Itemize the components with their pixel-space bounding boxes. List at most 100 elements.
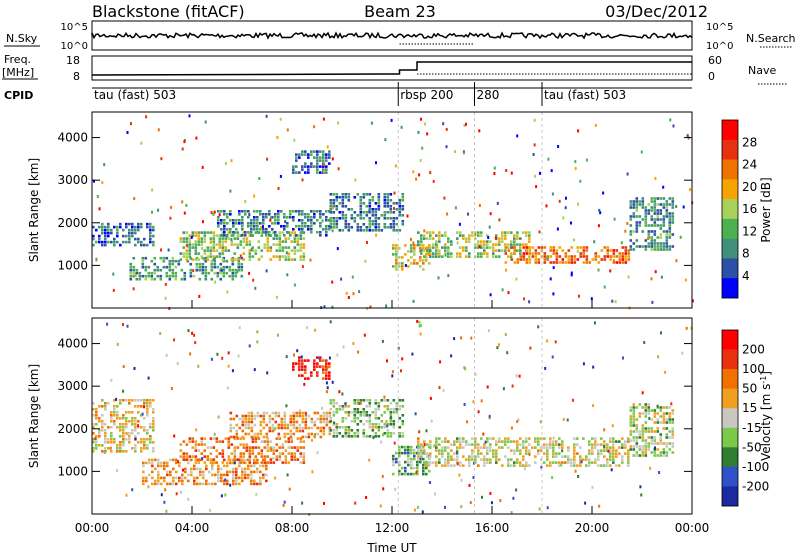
echo-cell [116, 444, 119, 447]
echo-cell [197, 234, 201, 237]
echo-cell [386, 399, 390, 402]
echo-cell [546, 455, 549, 458]
echo-cell [313, 420, 317, 424]
echo-cell [98, 207, 101, 211]
echo-cell [653, 430, 657, 433]
echo-cell [119, 417, 122, 420]
echo-cell [140, 450, 143, 453]
echo-cell [236, 446, 240, 449]
echo-cell [671, 197, 675, 200]
echo-cell [274, 414, 278, 418]
echo-cell [410, 237, 412, 241]
echo-cell [498, 218, 501, 222]
echo-cell [429, 249, 432, 252]
echo-cell [368, 426, 372, 429]
echo-cell [432, 243, 435, 246]
echo-cell [341, 392, 344, 396]
echo-cell [418, 430, 421, 434]
echo-cell [537, 440, 540, 443]
echo-cell [241, 470, 244, 474]
echo-cell [110, 411, 113, 414]
echo-cell [326, 145, 329, 149]
echo-cell [368, 405, 372, 408]
echo-cell [314, 433, 317, 437]
echo-cell [266, 371, 269, 375]
echo-cell [203, 437, 207, 440]
echo-cell [163, 461, 166, 465]
echo-cell [253, 482, 256, 486]
echo-cell [374, 411, 378, 414]
echo-cell [426, 249, 429, 252]
echo-cell [629, 418, 633, 421]
echo-cell [522, 455, 525, 458]
echo-cell [669, 118, 672, 122]
echo-cell [471, 455, 474, 458]
echo-cell [516, 443, 519, 446]
echo-cell [256, 414, 260, 418]
echo-cell [143, 399, 146, 402]
echo-cell [235, 429, 239, 433]
echo-cell [248, 461, 252, 464]
echo-cell [686, 134, 689, 138]
echo-cell [386, 435, 390, 438]
echo-cell [593, 240, 596, 244]
echo-cell [480, 255, 483, 258]
echo-cell [567, 255, 571, 258]
echo-cell [188, 246, 192, 249]
echo-cell [528, 300, 531, 304]
echo-cell [398, 451, 401, 455]
echo-cell [149, 402, 152, 405]
echo-cell [534, 249, 538, 252]
echo-cell [256, 467, 259, 471]
echo-cell [627, 452, 630, 455]
echo-cell [621, 443, 624, 446]
echo-cell [247, 411, 251, 415]
echo-cell [528, 255, 531, 258]
echo-cell [353, 399, 357, 402]
echo-cell [313, 435, 316, 438]
echo-cell [513, 449, 516, 452]
echo-cell [316, 362, 319, 365]
echo-cell [354, 501, 357, 505]
echo-cell [480, 437, 483, 440]
echo-cell [287, 461, 291, 464]
echo-cell [426, 455, 429, 458]
echo-cell [665, 248, 669, 251]
echo-cell [206, 446, 210, 449]
echo-cell [383, 426, 387, 429]
echo-cell [629, 409, 633, 412]
echo-cell [398, 445, 401, 449]
echo-cell [248, 213, 251, 216]
echo-cell [353, 432, 357, 435]
echo-cell [277, 423, 281, 427]
echo-cell [248, 255, 252, 258]
echo-cell [356, 214, 360, 217]
echo-cell [537, 246, 541, 249]
echo-cell [107, 225, 110, 229]
echo-cell [200, 255, 204, 258]
echo-cell [283, 216, 286, 219]
echo-cell [395, 223, 399, 226]
echo-cell [107, 228, 110, 232]
cpid-label: CPID [4, 89, 33, 102]
echo-cell [278, 231, 282, 234]
echo-cell [465, 440, 468, 443]
echo-cell [293, 458, 297, 461]
echo-cell [131, 420, 134, 423]
echo-cell [119, 243, 122, 247]
echo-cell [480, 243, 483, 246]
echo-cell [377, 229, 381, 232]
echo-cell [116, 225, 119, 229]
echo-cell [395, 265, 398, 268]
echo-cell [462, 455, 465, 458]
echo-cell [191, 446, 195, 449]
echo-cell [104, 402, 107, 405]
echo-cell [523, 467, 526, 471]
echo-cell [221, 237, 225, 240]
echo-cell [301, 414, 305, 418]
echo-cell [612, 443, 615, 446]
echo-cell [237, 354, 240, 358]
echo-cell [204, 120, 207, 124]
echo-cell [235, 482, 238, 486]
echo-cell [298, 171, 301, 174]
